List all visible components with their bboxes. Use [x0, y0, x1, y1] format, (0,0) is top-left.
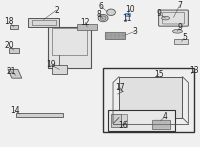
FancyBboxPatch shape [28, 18, 59, 27]
Text: 15: 15 [154, 70, 163, 78]
FancyBboxPatch shape [10, 25, 18, 29]
FancyBboxPatch shape [9, 48, 19, 52]
FancyBboxPatch shape [105, 32, 125, 39]
Ellipse shape [162, 16, 170, 20]
Text: 21: 21 [6, 67, 16, 76]
Text: 18: 18 [4, 17, 14, 26]
Polygon shape [52, 65, 67, 74]
FancyBboxPatch shape [159, 10, 188, 26]
Text: 12: 12 [81, 18, 90, 27]
Text: 7: 7 [177, 1, 182, 10]
Ellipse shape [173, 29, 182, 33]
Text: 20: 20 [4, 41, 14, 50]
Text: 3: 3 [132, 27, 137, 36]
Text: 2: 2 [54, 6, 59, 15]
FancyBboxPatch shape [121, 114, 127, 127]
FancyBboxPatch shape [174, 39, 188, 45]
FancyBboxPatch shape [16, 113, 63, 117]
Text: 14: 14 [10, 106, 20, 115]
Text: 9: 9 [156, 9, 161, 18]
Circle shape [98, 14, 108, 22]
FancyBboxPatch shape [111, 114, 121, 127]
FancyBboxPatch shape [77, 24, 97, 30]
Text: 8: 8 [97, 10, 102, 19]
FancyBboxPatch shape [125, 13, 130, 16]
Circle shape [100, 16, 106, 20]
Text: 16: 16 [118, 121, 128, 130]
FancyBboxPatch shape [152, 120, 170, 129]
Text: 6: 6 [99, 2, 104, 11]
Text: 9: 9 [177, 23, 182, 32]
Text: 10: 10 [125, 5, 135, 14]
Text: 5: 5 [182, 33, 187, 42]
FancyBboxPatch shape [103, 68, 194, 132]
FancyBboxPatch shape [108, 110, 175, 131]
Polygon shape [8, 69, 22, 78]
Text: 11: 11 [122, 14, 132, 23]
Polygon shape [119, 77, 182, 118]
Text: 19: 19 [46, 60, 55, 70]
Text: 4: 4 [162, 112, 167, 121]
Text: 17: 17 [115, 83, 125, 92]
Text: 13: 13 [190, 66, 199, 75]
Circle shape [107, 9, 115, 15]
FancyBboxPatch shape [48, 27, 91, 68]
